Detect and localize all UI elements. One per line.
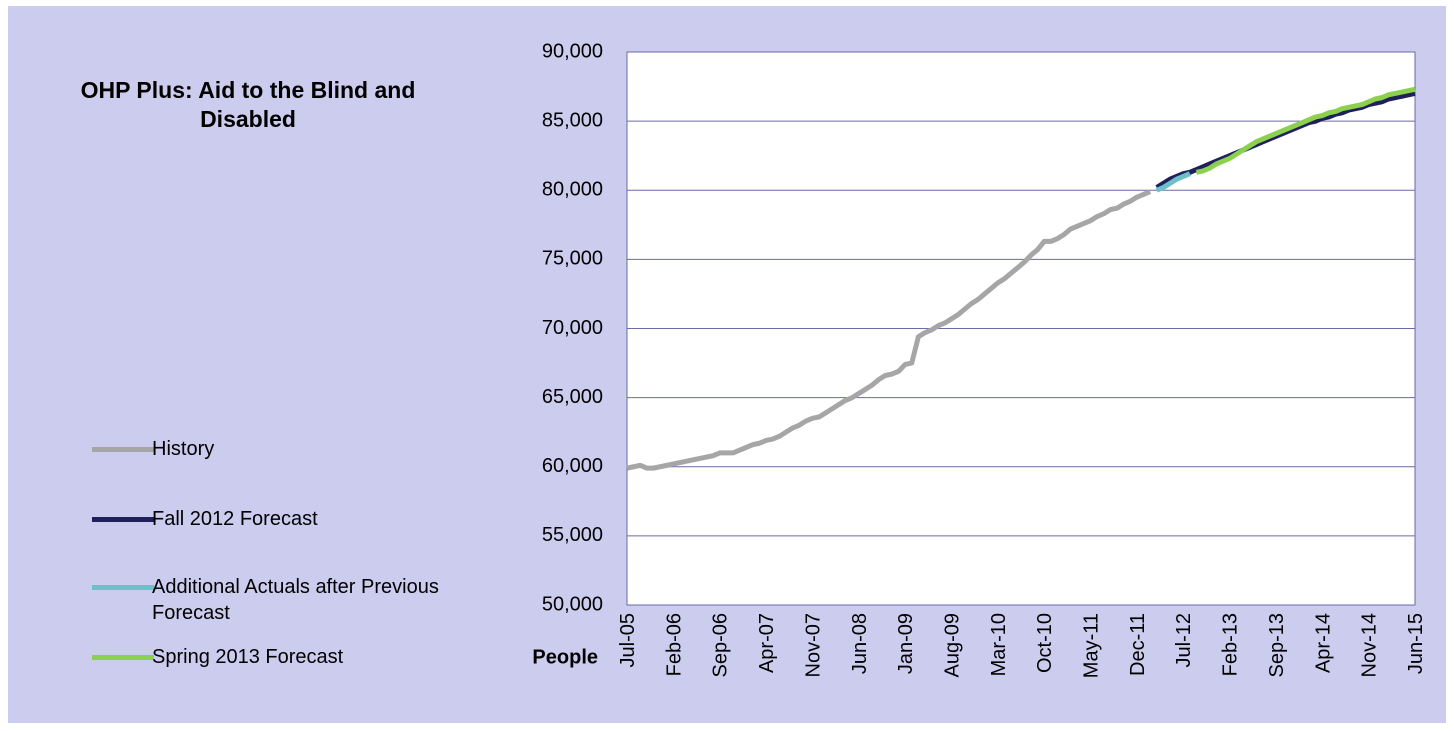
x-tick-label: May-11 [1081,613,1103,678]
x-tick-label: Oct-10 [1034,613,1056,673]
legend-label: Spring 2013 Forecast [152,646,344,668]
y-tick-label: 80,000 [542,179,603,201]
y-tick-label: 50,000 [542,593,603,615]
x-tick-label: Apr-14 [1312,613,1334,673]
y-tick-label: 75,000 [542,248,603,270]
x-tick-label: Apr-07 [756,613,778,673]
x-tick-label: Jul-12 [1173,613,1195,667]
chart: People 50,000 55,000 60,000 65,000 70,000 75,… [532,40,1427,678]
legend-swatch [92,655,154,660]
legend-swatch [92,447,154,452]
x-tick-label: Jun-15 [1405,613,1427,674]
y-tick-label: 70,000 [542,317,603,339]
series-line [1155,91,1416,190]
x-tick-label: Aug-09 [941,613,963,678]
legend-swatch [92,585,154,590]
y-tick-label: 55,000 [542,524,603,546]
x-tick-label: Nov-14 [1359,613,1381,677]
legend-swatch [92,517,154,522]
series-line [1195,86,1416,175]
legend-label: Fall 2012 Forecast [152,508,318,530]
series-line [626,189,1152,471]
x-tick-label: Jun-08 [849,613,871,674]
x-tick-label: Mar-10 [988,613,1010,676]
x-tick-label: Feb-13 [1220,613,1242,676]
y-tick-label: 60,000 [542,455,603,477]
x-tick-label: Jan-09 [895,613,917,674]
x-tick-label: Dec-11 [1127,613,1149,676]
y-tick-label: 90,000 [542,40,603,62]
x-tick-label: Feb-06 [663,613,685,676]
x-tick-label: Sep-06 [710,613,732,678]
legend-label: History [152,438,215,460]
plot-border [626,51,1416,606]
y-tick-label: 65,000 [542,386,603,408]
x-tick-label: Nov-07 [802,613,824,677]
x-tick-label: Sep-13 [1266,613,1288,678]
legend-label: Additional Actuals after Previous Foreca… [152,576,439,624]
series-line [1155,171,1191,193]
y-axis-label: People [532,646,598,668]
chart-title: OHP Plus: Aid to the Blind and Disabled [80,77,416,132]
x-tick-label: Jul-05 [617,613,639,667]
y-tick-label: 85,000 [542,109,603,131]
chart-area: OHP Plus: Aid to the Blind and Disabled … [8,6,1446,723]
